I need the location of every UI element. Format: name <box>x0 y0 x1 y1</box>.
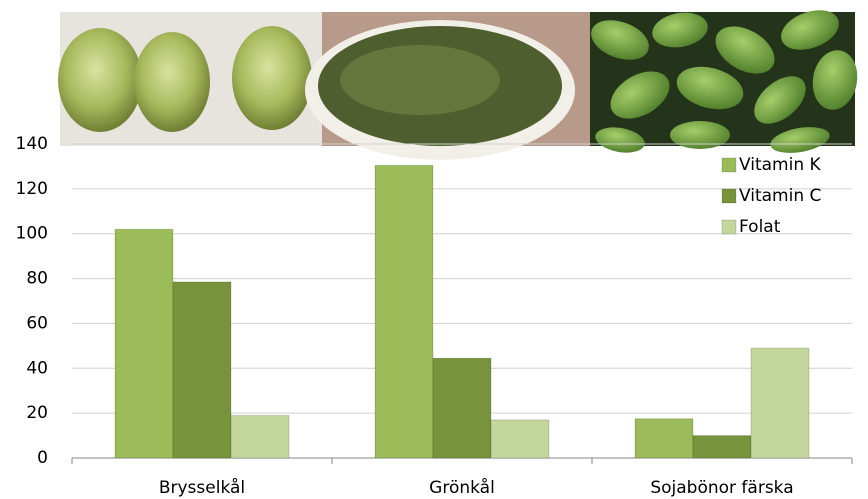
bean <box>812 50 858 110</box>
legend-label: Vitamin K <box>739 155 822 175</box>
bar <box>750 347 810 459</box>
bean <box>591 20 649 60</box>
bar <box>172 281 232 459</box>
y-tick-label: 120 <box>16 179 48 199</box>
bar <box>114 228 174 459</box>
y-tick-label: 140 <box>16 134 48 154</box>
sprout <box>58 28 142 132</box>
bean <box>610 71 670 119</box>
x-tick-label: Grönkål <box>429 477 495 498</box>
sprout <box>134 32 210 132</box>
legend-swatch <box>721 219 737 235</box>
legend-swatch <box>721 157 737 173</box>
bar <box>230 414 290 459</box>
y-tick-label: 20 <box>26 403 48 423</box>
legend-swatch <box>721 188 737 204</box>
bar <box>432 357 492 459</box>
bean <box>770 127 830 153</box>
bar <box>374 164 434 459</box>
photo-strip <box>58 10 858 160</box>
beans <box>591 10 858 153</box>
y-tick-label: 80 <box>26 269 48 289</box>
legend-label: Folat <box>739 217 781 237</box>
x-tick-label: Sojabönor färska <box>650 478 793 498</box>
bean <box>652 12 708 48</box>
sprout <box>232 26 312 130</box>
bean <box>670 121 730 149</box>
x-tick-label: Brysselkål <box>159 477 245 498</box>
bar <box>692 435 752 459</box>
bar <box>490 419 550 459</box>
bar <box>634 418 694 459</box>
bean <box>595 127 645 153</box>
bean <box>754 76 806 124</box>
bean <box>676 66 744 110</box>
bean <box>781 10 839 50</box>
kale <box>340 45 500 115</box>
y-tick-label: 100 <box>16 224 48 244</box>
y-tick-label: 40 <box>26 358 48 378</box>
y-tick-label: 0 <box>37 448 48 468</box>
bean <box>715 26 775 74</box>
legend-label: Vitamin C <box>739 186 821 206</box>
y-tick-label: 60 <box>26 313 48 333</box>
